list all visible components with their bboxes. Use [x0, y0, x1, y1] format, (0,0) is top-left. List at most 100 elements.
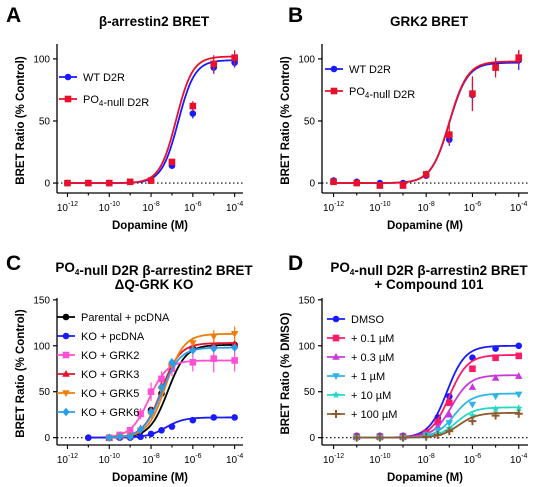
- data-point: [189, 102, 197, 110]
- legend-label: KO + GRK5: [81, 388, 139, 400]
- x-tick-label: 10-4: [510, 201, 527, 214]
- data-point: [168, 158, 176, 166]
- chart-title: β-arrestin2 BRET: [99, 14, 210, 29]
- chart-subtitle: ΔQ-GRK KO: [115, 277, 194, 292]
- series-5: [352, 409, 523, 442]
- data-point: [189, 340, 197, 347]
- y-tick-label: 0: [44, 179, 50, 190]
- data-point: [375, 433, 384, 442]
- data-point: [515, 352, 523, 360]
- y-tick-label: 100: [33, 54, 50, 65]
- data-point: [158, 427, 165, 434]
- legend-entry: PO4-null D2R: [325, 86, 415, 101]
- data-point: [469, 90, 476, 97]
- legend-marker: [62, 351, 70, 359]
- data-point: [376, 182, 384, 189]
- panel-label: C: [6, 252, 21, 275]
- data-point: [137, 433, 144, 441]
- data-point: [189, 359, 197, 366]
- data-point: [468, 383, 477, 390]
- x-axis-label: Dopamine (M): [112, 220, 188, 232]
- data-point: [147, 430, 155, 438]
- legend-entry: DMSO: [327, 314, 384, 326]
- x-tick-label: 10-6: [464, 201, 481, 214]
- x-tick-label: 10-4: [226, 453, 243, 466]
- legend-entry: + 1 µM: [327, 371, 385, 383]
- data-point: [85, 179, 92, 187]
- data-point: [231, 54, 238, 61]
- data-point: [210, 414, 218, 421]
- chart-subtitle: + Compound 101: [374, 277, 484, 292]
- data-point: [210, 60, 218, 68]
- data-point: [147, 177, 155, 184]
- legend-entry: + 0.1 µM: [327, 333, 394, 345]
- legend-marker: [62, 370, 70, 377]
- legend-entry: + 10 µM: [327, 390, 391, 402]
- y-tick-label: 150: [33, 295, 50, 306]
- legend-marker: [62, 332, 70, 340]
- x-tick-label: 10-8: [142, 453, 159, 466]
- x-tick-label: 10-8: [417, 201, 434, 214]
- data-point: [491, 393, 500, 401]
- data-point: [352, 433, 361, 442]
- data-point: [491, 411, 500, 420]
- data-point: [105, 179, 113, 187]
- x-tick-label: 10-8: [417, 453, 434, 466]
- data-point: [168, 358, 176, 367]
- data-point: [468, 411, 477, 420]
- y-tick-label: 0: [309, 433, 315, 444]
- data-point: [210, 344, 218, 353]
- data-point: [189, 110, 197, 117]
- data-point: [492, 354, 499, 362]
- data-point: [433, 430, 442, 439]
- x-tick-label: 10-10: [99, 201, 120, 214]
- x-axis-label: Dopamine (M): [387, 472, 463, 484]
- x-tick-label: 10-8: [142, 201, 159, 214]
- x-tick-label: 10-12: [323, 453, 344, 466]
- fit-curve: [332, 61, 520, 184]
- legend-label: + 0.1 µM: [351, 333, 394, 345]
- y-axis-label: BRET Ratio (% Control): [15, 56, 27, 185]
- x-axis-label: Dopamine (M): [112, 472, 188, 484]
- data-point: [469, 365, 476, 373]
- series-1: [330, 50, 523, 189]
- data-point: [514, 409, 523, 418]
- legend-entry: KO + pcDNA: [57, 331, 145, 343]
- fit-curve: [66, 55, 236, 184]
- data-point: [445, 427, 454, 436]
- data-point: [105, 433, 113, 442]
- legend-marker: [62, 390, 70, 397]
- legend-marker: [64, 95, 72, 103]
- legend-label: KO + GRK2: [81, 350, 139, 362]
- data-point: [353, 179, 361, 187]
- y-tick-label: 150: [298, 295, 315, 306]
- data-point: [514, 372, 523, 379]
- legend-label: WT D2R: [349, 64, 391, 76]
- x-tick-label: 10-10: [369, 453, 390, 466]
- legend-marker: [330, 87, 338, 95]
- series-5: [105, 343, 239, 442]
- data-point: [158, 375, 165, 383]
- legend-marker: [62, 407, 70, 417]
- legend-entry: KO + GRK2: [57, 350, 139, 362]
- legend-label: DMSO: [351, 314, 384, 326]
- data-point: [468, 401, 477, 409]
- data-point: [157, 382, 166, 392]
- x-tick-label: 10-4: [226, 201, 243, 214]
- data-point: [422, 432, 431, 441]
- legend-entry: WT D2R: [325, 64, 391, 76]
- data-point: [168, 423, 176, 430]
- legend-marker: [330, 65, 338, 73]
- x-tick-label: 10-6: [184, 453, 201, 466]
- x-tick-label: 10-6: [464, 453, 481, 466]
- data-point: [492, 345, 499, 352]
- data-point: [126, 178, 134, 186]
- panel-label: A: [6, 4, 21, 27]
- legend-label: KO + GRK6: [81, 407, 139, 419]
- data-point: [189, 416, 197, 424]
- legend-label: WT D2R: [83, 72, 125, 84]
- data-point: [231, 343, 239, 352]
- y-tick-label: 100: [33, 341, 50, 352]
- legend-label: Parental + pcDNA: [81, 312, 170, 324]
